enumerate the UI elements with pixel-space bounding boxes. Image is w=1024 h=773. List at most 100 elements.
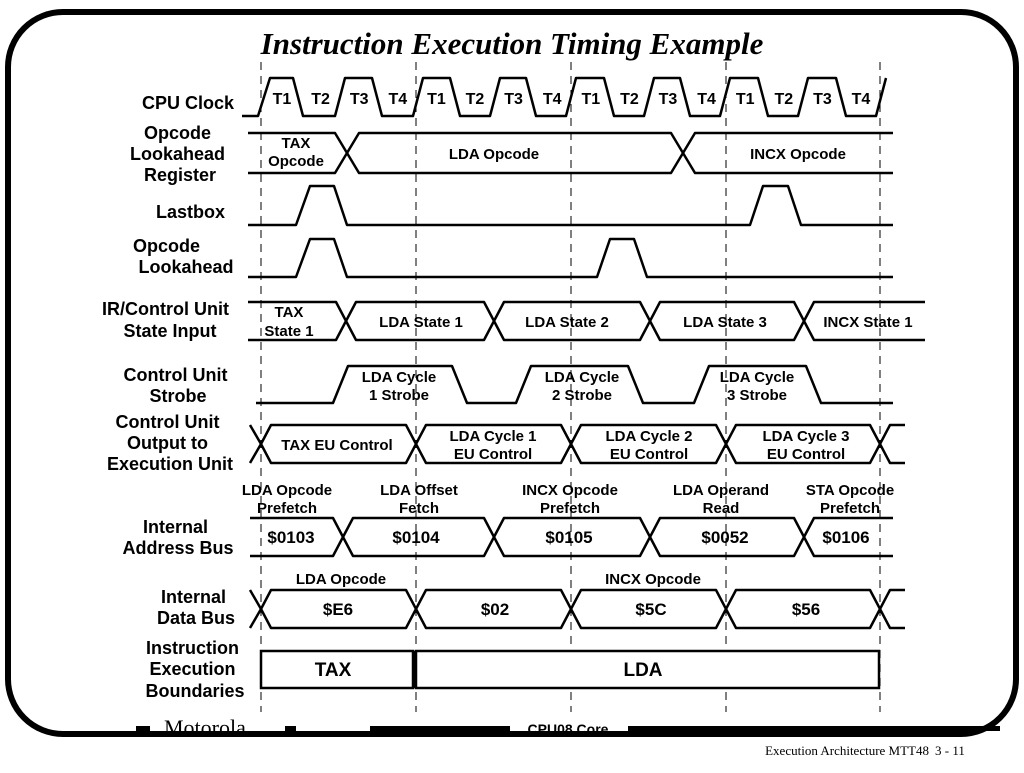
state-input-value: LDA State 1 bbox=[379, 314, 463, 331]
address-cycle-label: LDA Opcode bbox=[242, 482, 332, 499]
clock-phase-label: T3 bbox=[350, 91, 369, 108]
boundary-label: TAX bbox=[315, 660, 352, 681]
eu-control-value: LDA Cycle 1 bbox=[450, 428, 537, 445]
signal-name-line: Instruction bbox=[146, 638, 239, 658]
address-bus-trace: LDA Opcode Prefetch LDA Offset Fetch INC… bbox=[242, 482, 894, 558]
phase-guides bbox=[260, 62, 881, 712]
opcode-register-value: LDA Opcode bbox=[449, 146, 539, 163]
clock-phase-label: T3 bbox=[813, 91, 832, 108]
strobe-label: 3 Strobe bbox=[727, 387, 787, 404]
opcode-register-value: INCX Opcode bbox=[750, 146, 846, 163]
clock-phase-label: T3 bbox=[504, 91, 523, 108]
signal-name-line: Internal bbox=[161, 587, 226, 607]
signal-name-line: Execution Unit bbox=[107, 454, 233, 474]
eu-control-value: TAX EU Control bbox=[281, 437, 392, 454]
signal-name-opcode-lookahead: Opcode Lookahead bbox=[133, 236, 234, 277]
execution-boundaries: TAX LDA bbox=[259, 649, 881, 690]
clock-phase-label: T2 bbox=[311, 91, 330, 108]
clock-phase-label: T1 bbox=[427, 91, 446, 108]
opcode-register-value: TAX bbox=[282, 135, 311, 152]
clock-phase-label: T1 bbox=[581, 91, 600, 108]
data-value: $56 bbox=[792, 600, 820, 619]
boundary-label: LDA bbox=[623, 660, 662, 681]
strobe-label: 2 Strobe bbox=[552, 387, 612, 404]
signal-name-boundaries: Instruction Execution Boundaries bbox=[145, 638, 244, 701]
clock-phase-label: T3 bbox=[659, 91, 678, 108]
data-value: $E6 bbox=[323, 600, 353, 619]
state-input-value: LDA State 2 bbox=[525, 314, 609, 331]
address-value: $0106 bbox=[822, 528, 869, 547]
opcode-register-value: Opcode bbox=[268, 153, 324, 170]
address-cycle-label: Prefetch bbox=[257, 500, 317, 517]
signal-name-control-unit-strobe: Control Unit Strobe bbox=[124, 365, 233, 406]
signal-name-line: Lookahead bbox=[138, 257, 233, 277]
opcode-lookahead-waveform bbox=[248, 237, 893, 279]
signal-name-address-bus: Internal Address Bus bbox=[122, 517, 233, 558]
clock-phase-label: T4 bbox=[852, 91, 871, 108]
boundary-lda bbox=[414, 649, 881, 690]
clock-phase-labels: T1 T2 T3 T4 T1 T2 T3 T4 T1 T2 T3 T4 T1 T2 T3 T4 bbox=[273, 91, 871, 108]
address-cycle-label: INCX Opcode bbox=[522, 482, 618, 499]
strobe-label: LDA Cycle bbox=[545, 369, 619, 386]
slide-frame bbox=[5, 9, 1019, 737]
data-value: $02 bbox=[481, 600, 509, 619]
eu-control-value: LDA Cycle 2 bbox=[606, 428, 693, 445]
footer-brand: Motorola bbox=[164, 715, 246, 740]
lastbox-waveform bbox=[248, 184, 893, 227]
strobe-label: LDA Cycle bbox=[720, 369, 794, 386]
eu-control-value: LDA Cycle 3 bbox=[763, 428, 850, 445]
clock-phase-label: T4 bbox=[388, 91, 407, 108]
address-value: $0052 bbox=[701, 528, 748, 547]
slide-title: Instruction Execution Timing Example bbox=[260, 26, 764, 61]
clock-phase-label: T4 bbox=[543, 91, 562, 108]
footer: Motorola CPU08 Core Execution Architectu… bbox=[136, 715, 1000, 758]
signal-name-line: Data Bus bbox=[157, 608, 235, 628]
footer-right: Execution Architecture MTT48 bbox=[765, 743, 929, 758]
signal-name-line: State Input bbox=[124, 321, 217, 341]
address-cycle-label: LDA Offset bbox=[380, 482, 458, 499]
state-input-trace: TAX State 1 LDA State 1 LDA State 2 LDA … bbox=[248, 300, 925, 342]
signal-name-cpu-clock: CPU Clock bbox=[142, 93, 235, 113]
signal-name-line: Address Bus bbox=[122, 538, 233, 558]
clock-phase-label: T1 bbox=[736, 91, 755, 108]
footer-center: CPU08 Core bbox=[528, 721, 609, 737]
signal-name-line: Strobe bbox=[149, 386, 206, 406]
signal-name-line: IR/Control Unit bbox=[102, 299, 229, 319]
strobe-label: LDA Cycle bbox=[362, 369, 436, 386]
strobe-label: 1 Strobe bbox=[369, 387, 429, 404]
address-value: $0103 bbox=[267, 528, 314, 547]
footer-page: 3 - 11 bbox=[935, 743, 965, 758]
data-annotation: LDA Opcode bbox=[296, 571, 386, 588]
address-cycle-label: Prefetch bbox=[820, 500, 880, 517]
data-value: $5C bbox=[635, 600, 666, 619]
state-input-value: INCX State 1 bbox=[823, 314, 912, 331]
eu-control-value: EU Control bbox=[767, 446, 845, 463]
address-value: $0104 bbox=[392, 528, 440, 547]
opcode-register-trace: TAX Opcode LDA Opcode INCX Opcode bbox=[248, 131, 893, 175]
signal-name-line: Opcode bbox=[144, 123, 211, 143]
signal-name-line: Execution bbox=[149, 659, 235, 679]
state-input-value: TAX bbox=[275, 304, 304, 321]
address-cycle-label: Read bbox=[703, 500, 740, 517]
signal-name-lastbox: Lastbox bbox=[156, 202, 225, 222]
cpu-clock-waveform bbox=[242, 76, 888, 118]
eu-control-value: EU Control bbox=[610, 446, 688, 463]
address-value: $0105 bbox=[545, 528, 592, 547]
eu-control-value: EU Control bbox=[454, 446, 532, 463]
eu-control-trace: TAX EU Control LDA Cycle 1 EU Control LD… bbox=[248, 423, 905, 465]
address-cycle-label: Prefetch bbox=[540, 500, 600, 517]
signal-name-line: Internal bbox=[143, 517, 208, 537]
signal-name-state-input: IR/Control Unit State Input bbox=[102, 299, 234, 341]
state-input-value: LDA State 3 bbox=[683, 314, 767, 331]
data-bus-trace: LDA Opcode INCX Opcode $E6 $02 $5C $56 bbox=[248, 571, 905, 630]
signal-name-line: Register bbox=[144, 165, 216, 185]
signal-name-data-bus: Internal Data Bus bbox=[157, 587, 235, 628]
signal-name-control-unit-output: Control Unit Output to Execution Unit bbox=[107, 412, 233, 474]
signal-name-line: Lookahead bbox=[130, 144, 225, 164]
signal-name-line: Control Unit bbox=[116, 412, 220, 432]
address-cycle-label: LDA Operand bbox=[673, 482, 769, 499]
signal-name-line: Control Unit bbox=[124, 365, 228, 385]
clock-phase-label: T4 bbox=[697, 91, 716, 108]
control-strobe-trace: LDA Cycle 1 Strobe LDA Cycle 2 Strobe LD… bbox=[256, 364, 893, 405]
